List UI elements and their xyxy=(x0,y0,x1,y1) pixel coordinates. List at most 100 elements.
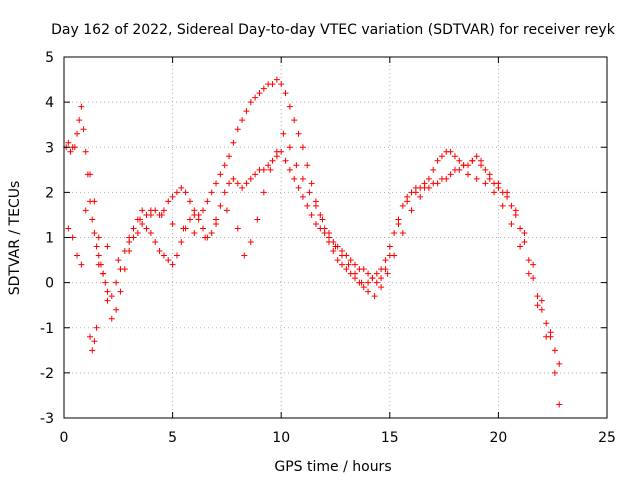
data-point xyxy=(373,279,380,286)
x-axis-label: GPS time / hours xyxy=(274,459,391,475)
data-point xyxy=(382,257,389,264)
data-point xyxy=(147,229,154,236)
data-point xyxy=(213,180,220,187)
data-point xyxy=(113,306,120,313)
x-tick-label: 20 xyxy=(489,430,507,446)
data-point xyxy=(306,189,313,196)
data-point xyxy=(195,216,202,223)
data-point xyxy=(434,180,441,187)
data-point xyxy=(74,130,81,137)
data-point xyxy=(312,202,319,209)
data-point xyxy=(91,229,98,236)
data-point xyxy=(447,171,454,178)
data-point xyxy=(412,189,419,196)
y-tick-label: 2 xyxy=(45,185,54,201)
data-point xyxy=(269,157,276,164)
data-point xyxy=(260,166,267,173)
data-point xyxy=(417,193,424,200)
data-point xyxy=(182,189,189,196)
data-layer xyxy=(63,76,563,408)
data-point xyxy=(95,261,102,268)
data-point xyxy=(267,166,274,173)
data-point xyxy=(386,243,393,250)
data-point xyxy=(399,229,406,236)
data-point xyxy=(202,234,209,241)
data-point xyxy=(165,198,172,205)
data-point xyxy=(204,198,211,205)
data-point xyxy=(80,126,87,133)
y-tick-label: 3 xyxy=(45,140,54,156)
data-point xyxy=(378,284,385,291)
data-point xyxy=(525,257,532,264)
data-point xyxy=(273,148,280,155)
data-point xyxy=(534,302,541,309)
data-point xyxy=(89,347,96,354)
data-point xyxy=(334,257,341,264)
data-point xyxy=(308,211,315,218)
data-point xyxy=(156,248,163,255)
data-point xyxy=(512,207,519,214)
data-point xyxy=(91,198,98,205)
data-point xyxy=(91,338,98,345)
data-point xyxy=(339,261,346,268)
data-point xyxy=(221,189,228,196)
data-point xyxy=(234,225,241,232)
y-tick-label: 5 xyxy=(45,50,54,66)
data-point xyxy=(230,175,237,182)
data-point xyxy=(191,211,198,218)
y-tick-label: -3 xyxy=(40,411,54,427)
data-point xyxy=(434,157,441,164)
data-point xyxy=(508,220,515,227)
data-point xyxy=(108,315,115,322)
y-axis-label: SDTVAR / TECUs xyxy=(7,181,23,296)
data-point xyxy=(139,207,146,214)
data-point xyxy=(339,252,346,259)
data-point xyxy=(93,324,100,331)
data-point xyxy=(317,225,324,232)
data-point xyxy=(130,225,137,232)
data-point xyxy=(495,180,502,187)
data-point xyxy=(173,252,180,259)
data-point xyxy=(358,279,365,286)
data-point xyxy=(521,229,528,236)
data-point xyxy=(365,279,372,286)
data-point xyxy=(304,202,311,209)
data-point xyxy=(451,166,458,173)
data-point xyxy=(451,153,458,160)
data-point xyxy=(373,270,380,277)
data-point xyxy=(447,148,454,155)
data-point xyxy=(456,157,463,164)
data-point xyxy=(330,239,337,246)
data-point xyxy=(556,360,563,367)
data-point xyxy=(543,320,550,327)
data-point xyxy=(226,180,233,187)
data-point xyxy=(304,162,311,169)
data-point xyxy=(443,175,450,182)
data-point xyxy=(256,90,263,97)
data-point xyxy=(486,171,493,178)
data-point xyxy=(173,189,180,196)
data-point xyxy=(223,207,230,214)
data-point xyxy=(547,329,554,336)
series-track-a xyxy=(63,76,563,367)
data-point xyxy=(137,216,144,223)
data-point xyxy=(95,252,102,259)
data-point xyxy=(347,257,354,264)
data-point xyxy=(343,266,350,273)
data-point xyxy=(319,216,326,223)
data-point xyxy=(525,270,532,277)
data-point xyxy=(130,234,137,241)
y-tick-label: 1 xyxy=(45,231,54,247)
data-point xyxy=(293,162,300,169)
data-point xyxy=(438,153,445,160)
data-point xyxy=(325,229,332,236)
data-point xyxy=(425,184,432,191)
data-point xyxy=(126,248,133,255)
data-point xyxy=(186,216,193,223)
data-point xyxy=(169,193,176,200)
data-point xyxy=(247,175,254,182)
data-point xyxy=(391,252,398,259)
data-point xyxy=(121,266,128,273)
chart-title: Day 162 of 2022, Sidereal Day-to-day VTE… xyxy=(51,22,616,38)
